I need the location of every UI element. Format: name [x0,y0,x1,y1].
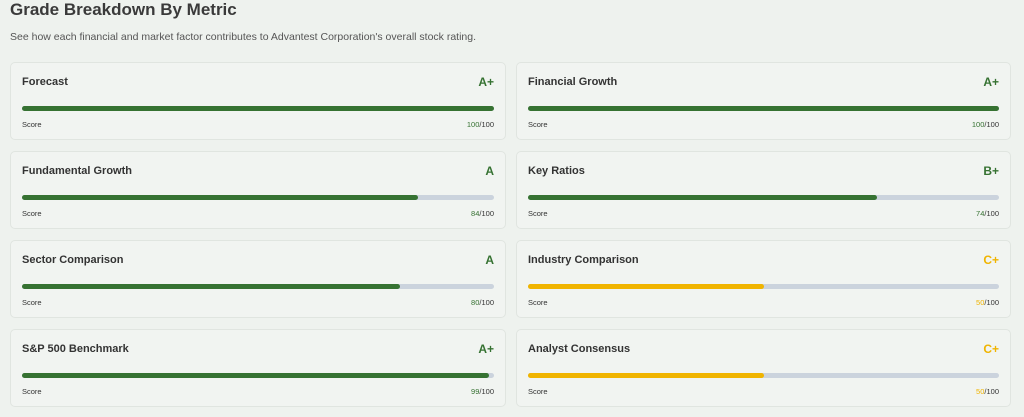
metric-grade: A+ [983,75,999,89]
score-max: /100 [984,120,999,129]
metric-label: Forecast [22,76,68,88]
score-label: Score [528,387,548,396]
metric-label: Industry Comparison [528,254,639,266]
score-label: Score [22,120,42,129]
score-label: Score [22,298,42,307]
metric-grade: B+ [983,164,999,178]
score-value: 100/100 [972,120,999,129]
score-max: /100 [984,298,999,307]
score-max: /100 [479,209,494,218]
score-max: /100 [984,209,999,218]
metric-card: Financial Growth A+ Score 100/100 [516,62,1011,140]
score-bar [528,106,999,111]
score-bar-fill [528,373,764,378]
metric-grade: A+ [478,342,494,356]
page-subtitle: See how each financial and market factor… [10,31,477,43]
score-label: Score [528,209,548,218]
score-max: /100 [479,120,494,129]
score-number: 100 [466,120,480,129]
score-max: /100 [479,387,494,396]
metric-label: S&P 500 Benchmark [22,343,129,355]
score-number: 80 [471,298,480,307]
score-bar [528,284,999,289]
metric-label: Fundamental Growth [22,165,132,177]
metric-grade: A [485,253,494,267]
score-number: 50 [976,387,985,396]
score-bar [22,106,494,111]
score-number: 100 [971,120,985,129]
score-bar [22,284,494,289]
score-label: Score [22,387,42,396]
score-bar-fill [22,106,494,111]
metric-label: Key Ratios [528,165,585,177]
score-bar-fill [22,373,490,378]
score-number: 50 [976,298,985,307]
metric-grade: A+ [478,75,494,89]
score-max: /100 [479,298,494,307]
score-number: 99 [471,387,480,396]
score-value: 80/100 [471,298,494,307]
score-bar-fill [528,106,999,111]
metric-label: Sector Comparison [22,254,124,266]
score-max: /100 [984,387,999,396]
score-number: 84 [471,209,480,218]
metric-grade: C+ [983,342,999,356]
score-label: Score [22,209,42,218]
score-bar [22,373,494,378]
score-bar [528,373,999,378]
score-value: 50/100 [976,298,999,307]
metric-label: Analyst Consensus [528,343,631,355]
score-bar-fill [528,195,877,200]
score-value: 74/100 [976,209,999,218]
metric-card: Analyst Consensus C+ Score 50/100 [516,329,1011,407]
score-bar-fill [22,195,419,200]
score-label: Score [528,298,548,307]
metric-card: Forecast A+ Score 100/100 [10,62,506,140]
metric-card: Sector Comparison A Score 80/100 [10,240,506,318]
score-bar [22,195,494,200]
metric-card: Fundamental Growth A Score 84/100 [10,151,506,229]
score-value: 84/100 [471,209,494,218]
metric-label: Financial Growth [528,76,618,88]
metric-card: S&P 500 Benchmark A+ Score 99/100 [10,329,506,407]
score-value: 100/100 [467,120,494,129]
score-value: 50/100 [976,387,999,396]
score-label: Score [528,120,548,129]
score-bar-fill [528,284,764,289]
score-number: 74 [976,209,985,218]
score-value: 99/100 [471,387,494,396]
metric-card: Key Ratios B+ Score 74/100 [516,151,1011,229]
score-bar [528,195,999,200]
metric-card: Industry Comparison C+ Score 50/100 [516,240,1011,318]
score-bar-fill [22,284,400,289]
page-title: Grade Breakdown By Metric [10,0,237,19]
metric-grid: Forecast A+ Score 100/100 Financial Growt… [10,62,1011,407]
metric-grade: A [485,164,494,178]
metric-grade: C+ [983,253,999,267]
